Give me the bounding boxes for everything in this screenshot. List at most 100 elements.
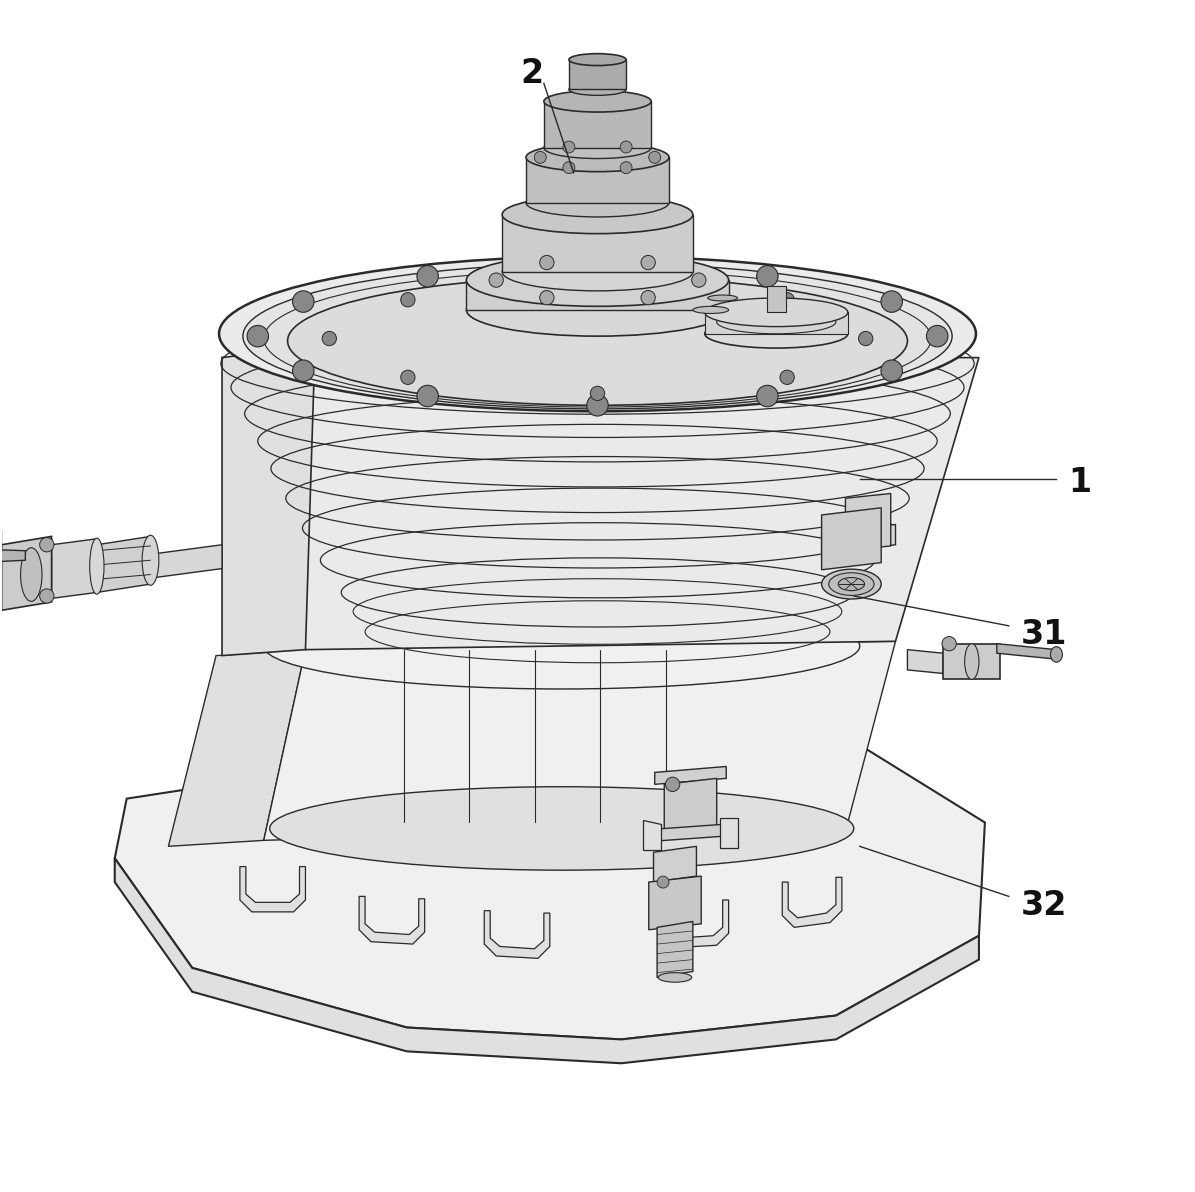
Polygon shape [943,644,1000,679]
Polygon shape [51,539,97,598]
Circle shape [400,371,415,385]
Circle shape [39,589,54,603]
Polygon shape [168,650,306,846]
Polygon shape [649,876,701,930]
Circle shape [780,292,795,306]
Polygon shape [997,644,1056,659]
Circle shape [417,385,439,406]
Ellipse shape [569,83,626,95]
Polygon shape [544,101,651,148]
Polygon shape [822,508,881,570]
Circle shape [926,325,948,347]
Circle shape [563,162,575,174]
Circle shape [400,292,415,306]
Polygon shape [115,745,985,1039]
Polygon shape [845,493,890,551]
Polygon shape [0,530,1,610]
Circle shape [881,360,902,381]
Polygon shape [502,215,693,272]
Circle shape [293,360,314,381]
Ellipse shape [717,310,835,334]
Ellipse shape [142,535,159,585]
Circle shape [39,538,54,552]
Ellipse shape [20,547,42,602]
Circle shape [641,255,655,269]
Circle shape [293,291,314,312]
Circle shape [756,266,778,287]
Circle shape [417,266,439,287]
Ellipse shape [466,254,729,306]
Polygon shape [222,358,979,650]
Ellipse shape [270,787,853,870]
Polygon shape [466,280,729,310]
Ellipse shape [707,296,737,302]
Ellipse shape [90,538,104,595]
Circle shape [587,395,608,416]
Circle shape [942,637,956,651]
Polygon shape [643,820,661,850]
Ellipse shape [569,54,626,66]
Polygon shape [783,877,841,927]
Polygon shape [240,867,306,912]
Ellipse shape [1050,646,1062,663]
Ellipse shape [544,137,651,159]
Ellipse shape [264,603,859,689]
Circle shape [666,777,680,791]
Circle shape [780,371,795,385]
Circle shape [756,385,778,406]
Ellipse shape [838,578,864,591]
Polygon shape [657,921,693,977]
Polygon shape [526,157,669,203]
Polygon shape [705,312,847,334]
Polygon shape [907,650,943,673]
Polygon shape [360,896,424,944]
Polygon shape [0,548,25,564]
Polygon shape [649,824,733,842]
Text: 2: 2 [520,57,544,91]
Polygon shape [264,641,895,840]
Circle shape [692,273,706,287]
Ellipse shape [693,306,729,313]
Circle shape [881,291,902,312]
Circle shape [587,256,608,278]
Polygon shape [664,778,717,832]
Circle shape [534,151,546,163]
Polygon shape [115,858,979,1063]
Polygon shape [151,545,222,578]
Polygon shape [484,911,550,958]
Ellipse shape [544,91,651,112]
Ellipse shape [466,284,729,336]
Polygon shape [767,286,786,312]
Polygon shape [654,846,697,882]
Polygon shape [663,900,729,948]
Circle shape [323,331,337,346]
Ellipse shape [658,973,692,982]
Polygon shape [721,818,739,848]
Text: 32: 32 [1021,889,1067,923]
Ellipse shape [502,253,693,291]
Ellipse shape [526,143,669,172]
Circle shape [590,277,605,291]
Text: 31: 31 [1021,617,1067,651]
Circle shape [649,151,661,163]
Ellipse shape [526,188,669,217]
Circle shape [489,273,503,287]
Polygon shape [822,524,895,553]
Circle shape [540,291,554,305]
Circle shape [620,162,632,174]
Ellipse shape [705,319,847,348]
Ellipse shape [520,199,675,230]
Polygon shape [1,536,51,610]
Text: 1: 1 [1068,466,1091,499]
Circle shape [247,325,269,347]
Ellipse shape [822,570,881,598]
Circle shape [858,331,872,346]
Ellipse shape [964,644,979,679]
Polygon shape [222,346,315,656]
Ellipse shape [288,277,907,405]
Circle shape [620,141,632,153]
Ellipse shape [264,271,931,408]
Circle shape [563,141,575,153]
Ellipse shape [705,298,847,327]
Polygon shape [569,60,626,89]
